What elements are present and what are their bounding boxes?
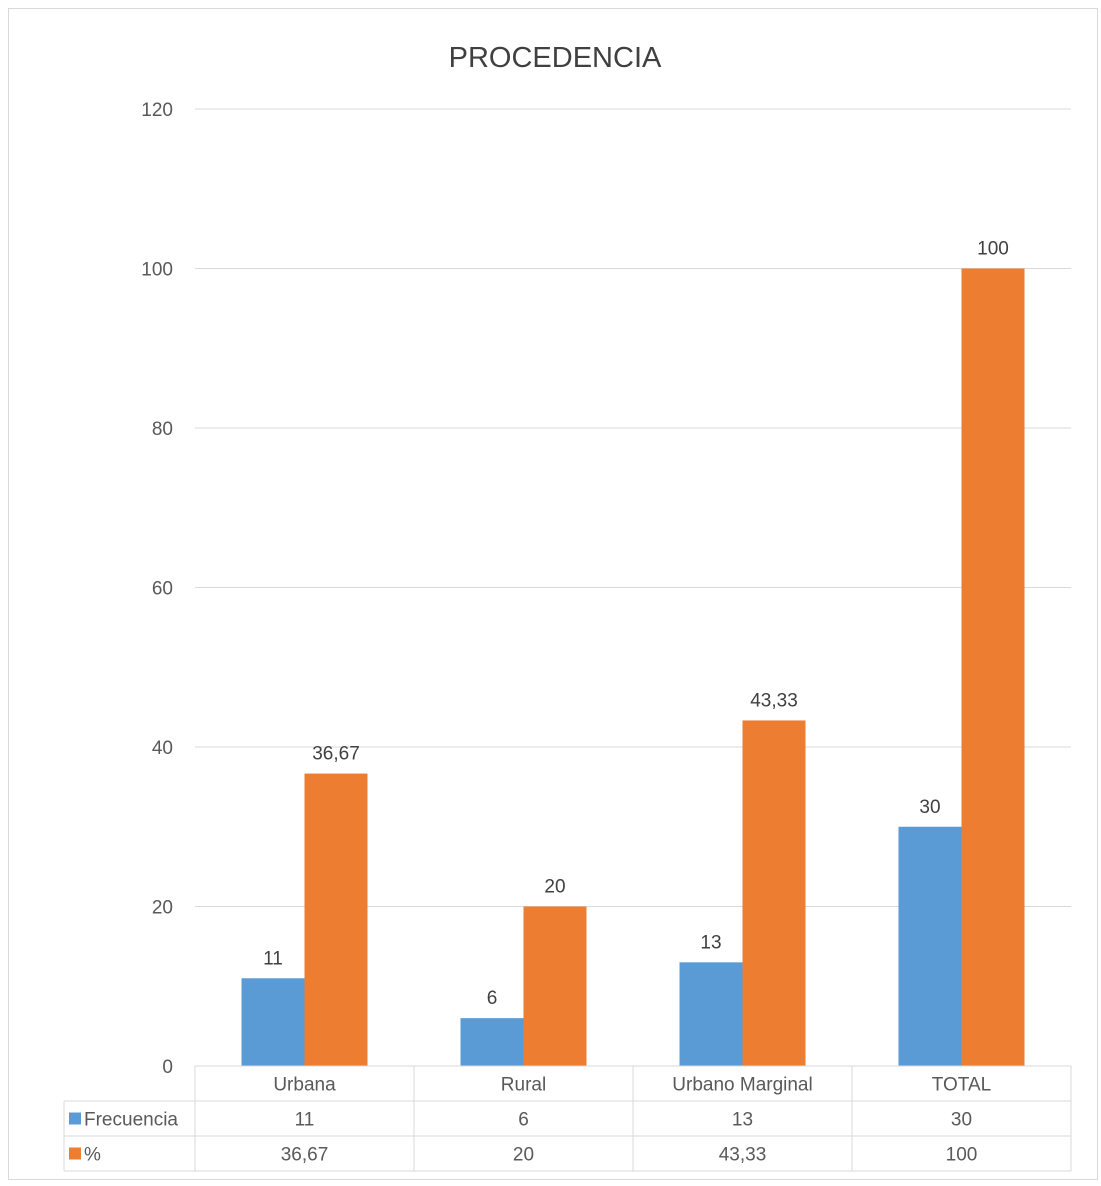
bar (679, 962, 743, 1066)
y-tick-label: 0 (162, 1057, 173, 1078)
bar (304, 773, 368, 1066)
legend-label: Frecuencia (84, 1110, 178, 1131)
y-tick-label: 60 (152, 579, 173, 600)
data-label: 100 (977, 239, 1009, 260)
table-cell: 43,33 (719, 1145, 767, 1166)
data-label: 36,67 (312, 744, 360, 765)
y-tick-label: 20 (152, 898, 173, 919)
table-cell: 11 (295, 1110, 315, 1131)
bar (742, 720, 806, 1066)
x-category-label: Urbana (273, 1075, 336, 1096)
table-cell: 36,67 (281, 1145, 329, 1166)
bar (523, 906, 587, 1066)
data-label: 6 (487, 988, 498, 1009)
x-category-label: Rural (501, 1075, 546, 1096)
data-label: 11 (263, 948, 283, 969)
legend-swatch (69, 1112, 81, 1125)
x-category-label: Urbano Marginal (672, 1075, 812, 1096)
legend-swatch (69, 1147, 81, 1160)
y-tick-label: 40 (152, 738, 173, 759)
table-cell: 6 (518, 1110, 529, 1131)
y-tick-label: 80 (152, 419, 173, 440)
table-cell: 100 (946, 1145, 978, 1166)
chart-title: PROCEDENCIA (449, 42, 662, 74)
table-cell: 13 (732, 1110, 753, 1131)
table-cell: 20 (513, 1145, 534, 1166)
data-label: 30 (919, 797, 940, 818)
bar-chart: PROCEDENCIA 0 20 40 60 80 100 120 11 36,67 6 20 13 4… (63, 42, 1072, 1172)
data-label: 20 (544, 877, 565, 898)
bar (961, 268, 1025, 1066)
bar (460, 1018, 524, 1066)
data-label: 43,33 (750, 690, 798, 711)
y-tick-label: 100 (141, 260, 173, 281)
y-tick-label: 120 (141, 100, 173, 121)
bar (241, 978, 305, 1066)
data-label: 13 (700, 932, 721, 953)
bar (898, 826, 962, 1066)
chart-area: PROCEDENCIA 0 20 40 60 80 100 120 11 36,67 6 20 13 4… (8, 8, 1098, 1180)
x-category-label: TOTAL (932, 1075, 991, 1096)
table-cell: 30 (951, 1110, 972, 1131)
legend-label: % (84, 1145, 101, 1166)
